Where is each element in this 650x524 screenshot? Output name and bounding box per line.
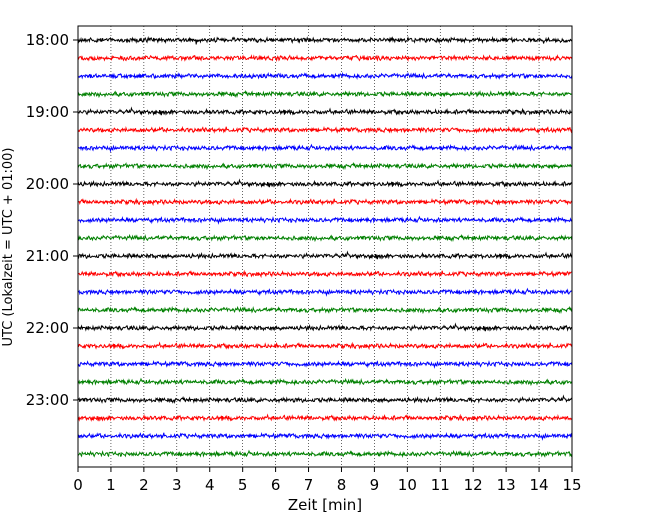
trace-row	[77, 125, 573, 135]
trace-row	[77, 233, 573, 243]
trace-row	[77, 178, 572, 188]
y-tick-label: 18:00	[26, 31, 69, 49]
trace-row	[77, 359, 573, 369]
plot-frame	[77, 25, 573, 468]
x-tick-label: 7	[304, 476, 314, 494]
trace-row	[77, 35, 573, 45]
x-axis-label: Zeit [min]	[288, 496, 362, 514]
trace-row	[77, 71, 573, 81]
y-tick-label: 21:00	[26, 247, 69, 265]
x-tick-label: 9	[370, 476, 380, 494]
trace-row	[77, 413, 573, 423]
x-tick-label: 14	[530, 476, 549, 494]
trace-row	[77, 341, 573, 351]
y-axis-label: UTC (Lokalzeit = UTC + 01:00)	[1, 148, 16, 347]
y-axis-ticks: 18:00 19:00 20:00 21:00 22:00 23:00	[26, 31, 78, 409]
y-tick-label: 22:00	[26, 319, 69, 337]
x-tick-label: 5	[238, 476, 248, 494]
x-tick-label: 3	[172, 476, 182, 494]
trace-row	[77, 215, 572, 225]
x-tick-label: 0	[73, 476, 83, 494]
x-tick-label: 13	[497, 476, 516, 494]
x-tick-label: 6	[271, 476, 281, 494]
trace-row	[77, 322, 572, 332]
trace-row	[77, 305, 573, 315]
y-tick-label: 20:00	[26, 175, 69, 193]
trace-row	[77, 161, 573, 171]
trace-row	[77, 54, 573, 63]
x-tick-label: 10	[398, 476, 417, 494]
trace-row	[77, 250, 573, 260]
trace-row	[77, 377, 573, 387]
x-tick-label: 1	[106, 476, 116, 494]
trace-row	[77, 394, 573, 405]
x-tick-label: 4	[205, 476, 215, 494]
trace-row	[77, 143, 573, 153]
trace-row	[77, 287, 573, 297]
trace-row	[77, 197, 573, 207]
x-tick-label: 15	[562, 476, 581, 494]
x-axis-ticks: 0 1 2 3 4 5 6 7 8 9 10 11 12 13 14 15	[73, 467, 582, 494]
trace-row	[77, 431, 573, 441]
x-tick-label: 11	[431, 476, 450, 494]
x-tick-label: 2	[139, 476, 149, 494]
x-tick-label: 12	[464, 476, 483, 494]
trace-row	[77, 449, 573, 459]
trace-row	[77, 89, 572, 99]
seismic-traces	[77, 35, 573, 459]
trace-row	[77, 106, 573, 117]
y-tick-label: 19:00	[26, 103, 69, 121]
x-tick-label: 8	[337, 476, 347, 494]
y-tick-label: 23:00	[26, 391, 69, 409]
trace-row	[77, 269, 573, 279]
